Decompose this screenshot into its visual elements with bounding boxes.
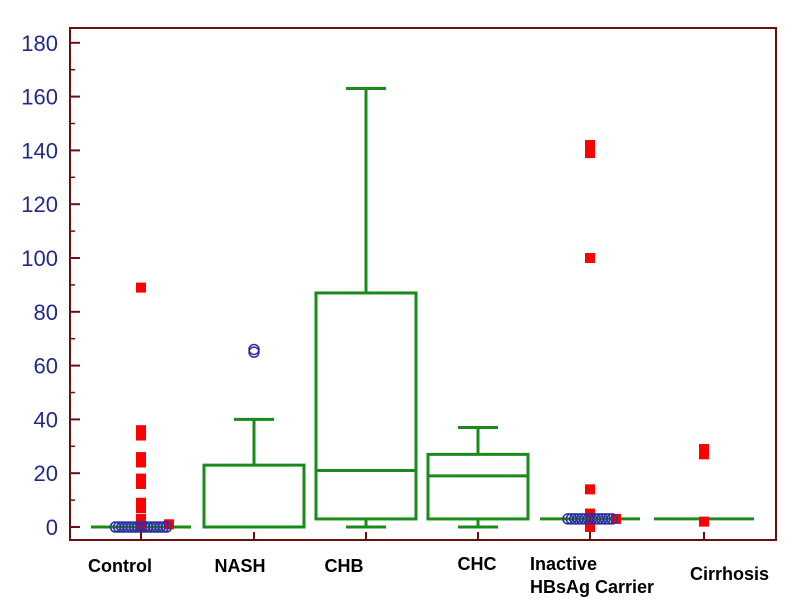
plot-frame	[69, 27, 777, 541]
x-category-label-line: Cirrhosis	[690, 564, 769, 584]
y-tick-label: 180	[21, 31, 58, 56]
outlier-near	[606, 513, 618, 525]
x-category-label-line: HBsAg Carrier	[530, 577, 654, 597]
outlier-far	[136, 497, 146, 508]
outlier-far	[699, 443, 709, 454]
y-tick-label: 80	[34, 300, 58, 325]
outlier-far	[699, 449, 709, 460]
outlier-far	[136, 452, 146, 463]
y-axis: 0 20 40 60 80 100 120 140 160 180	[21, 31, 80, 540]
box-iqr	[314, 291, 418, 521]
outlier-far	[136, 430, 146, 441]
x-category-label: Control	[88, 556, 152, 576]
x-category-label-line: CHC	[458, 554, 497, 574]
outlier-far	[136, 478, 146, 489]
outlier-far	[699, 516, 709, 527]
y-tick-label: 60	[34, 354, 58, 379]
outlier-far	[136, 425, 146, 436]
outlier-far	[136, 473, 146, 484]
box-iqr	[426, 452, 530, 521]
outlier-near	[157, 521, 170, 533]
outlier-far	[164, 519, 174, 530]
outlier-far	[136, 457, 146, 468]
x-category-label: Cirrhosis	[690, 564, 769, 584]
x-category-label: CHC	[458, 554, 497, 574]
boxes	[91, 87, 754, 529]
y-tick-label: 0	[46, 515, 58, 540]
y-tick-label: 100	[21, 246, 58, 271]
x-category-label-line: Control	[88, 556, 152, 576]
outlier-near	[154, 521, 166, 533]
outlier-far	[585, 253, 595, 263]
y-tick-label: 20	[34, 461, 58, 486]
box-nash	[202, 417, 306, 529]
outlier-far	[136, 282, 146, 293]
box-chc	[426, 425, 530, 529]
x-category-label-line: NASH	[214, 556, 265, 576]
box-iqr	[202, 463, 306, 529]
outlier-far	[136, 522, 146, 532]
y-tick-label: 40	[34, 407, 58, 432]
outlier-near	[602, 513, 615, 525]
y-tick-label: 160	[21, 85, 58, 110]
outlier-far	[611, 513, 621, 524]
y-tick-label: 120	[21, 192, 58, 217]
outlier-far	[585, 484, 595, 495]
outlier-near	[248, 343, 260, 356]
outlier-far	[585, 522, 595, 532]
outlier-far	[585, 140, 595, 151]
y-tick-label: 140	[21, 138, 58, 163]
box-chb	[314, 87, 418, 529]
outlier-near	[160, 521, 173, 533]
outlier-far	[136, 513, 146, 524]
x-category-label: CHB	[325, 556, 364, 576]
x-category-label: NASH	[214, 556, 265, 576]
x-category-label-line: Inactive	[530, 554, 597, 574]
outlier-near	[599, 513, 612, 525]
x-category-label: Inactive HBsAg Carrier	[530, 554, 654, 597]
x-axis-labels: Control NASH CHB CHC Inactive HBsAg Carrier Ci…	[88, 532, 769, 597]
outliers	[109, 140, 709, 533]
outlier-far	[585, 148, 595, 159]
outlier-far	[136, 503, 146, 514]
x-category-label-line: CHB	[325, 556, 364, 576]
